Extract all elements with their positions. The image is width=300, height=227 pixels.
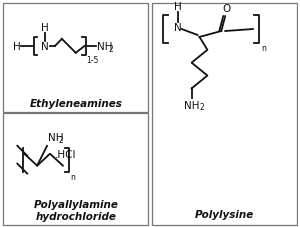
Text: NH: NH xyxy=(48,132,64,142)
Text: NH: NH xyxy=(184,101,199,111)
Text: Ethyleneamines: Ethyleneamines xyxy=(29,99,122,109)
Text: Polyallylamine
hydrochloride: Polyallylamine hydrochloride xyxy=(33,200,118,221)
Bar xyxy=(4,114,148,225)
Bar xyxy=(4,4,148,113)
Text: O: O xyxy=(222,4,230,14)
Text: Polylysine: Polylysine xyxy=(195,209,254,219)
Text: N: N xyxy=(174,23,182,33)
Text: NH: NH xyxy=(97,42,112,52)
Text: 2: 2 xyxy=(108,45,113,54)
Bar xyxy=(152,4,296,225)
Text: n: n xyxy=(70,172,75,181)
Text: 2: 2 xyxy=(59,135,64,144)
Text: H: H xyxy=(174,2,182,12)
Text: 2: 2 xyxy=(200,103,204,112)
Text: H: H xyxy=(13,42,20,52)
Text: 1-5: 1-5 xyxy=(87,56,99,64)
Text: n: n xyxy=(261,44,266,53)
Text: N: N xyxy=(41,42,49,52)
Text: H: H xyxy=(41,23,49,33)
Text: .HCl: .HCl xyxy=(55,149,76,159)
